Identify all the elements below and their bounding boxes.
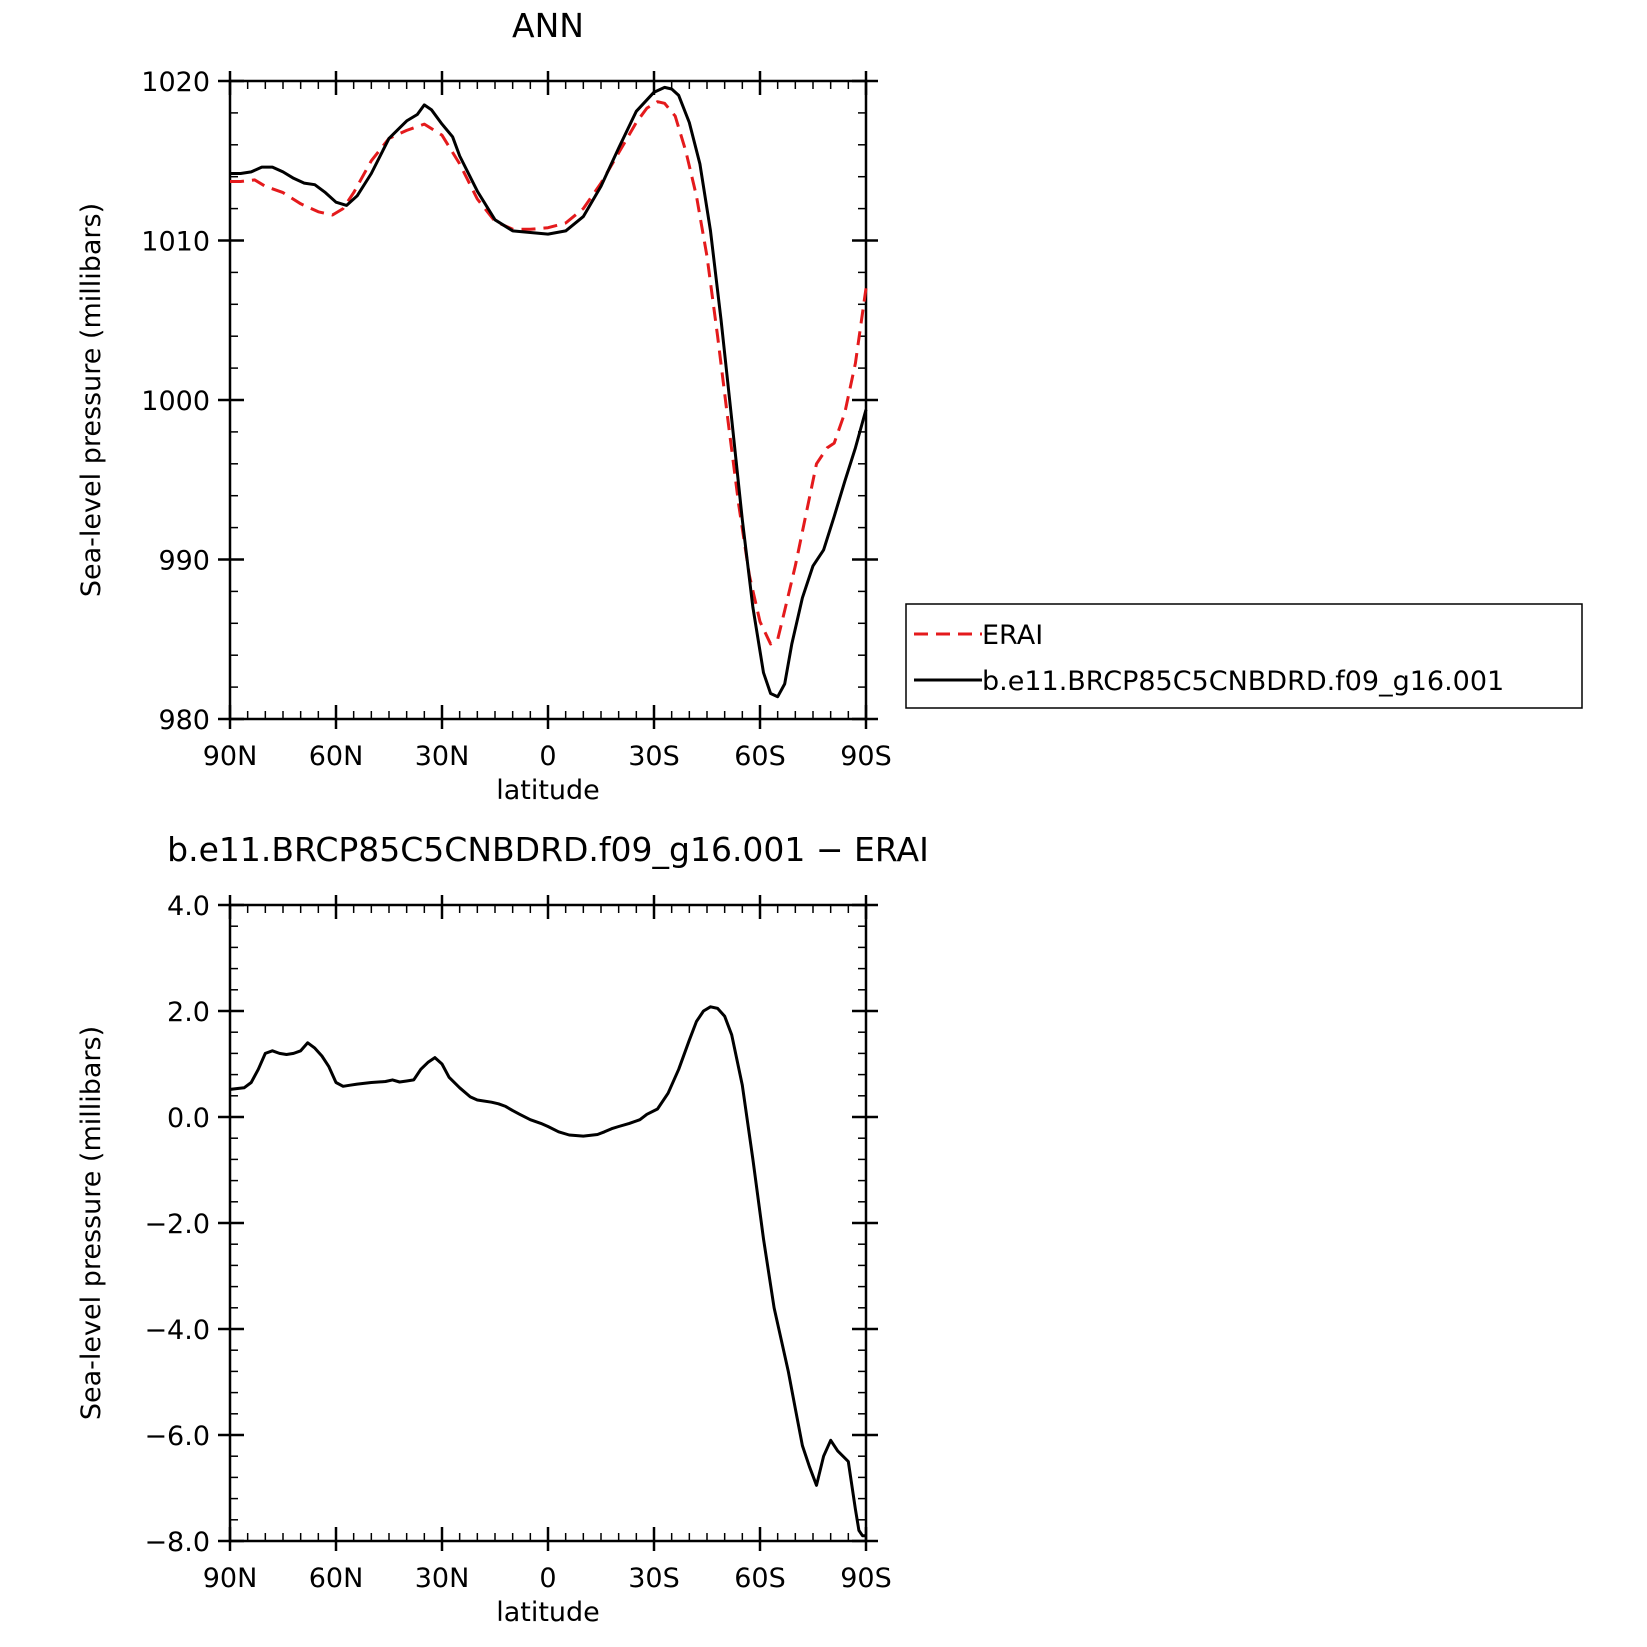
legend-label: ERAI: [982, 620, 1043, 651]
y-tick-label: 1020: [141, 67, 210, 98]
y-tick-label: −2.0: [144, 1209, 210, 1240]
chart-title: ANN: [512, 6, 584, 45]
y-tick-label: 990: [158, 546, 210, 577]
x-axis-label: latitude: [496, 1597, 600, 1628]
y-tick-label: −6.0: [144, 1421, 210, 1452]
y-tick-label: 980: [158, 705, 210, 736]
y-tick-label: 4.0: [167, 891, 210, 922]
series-line: [230, 85, 868, 699]
x-tick-label: 0: [539, 741, 556, 772]
x-tick-label: 90S: [840, 1563, 892, 1594]
x-tick-label: 0: [539, 1563, 556, 1594]
y-tick-label: −4.0: [144, 1315, 210, 1346]
plot-frame: [228, 903, 868, 1543]
y-axis-label: Sea-level pressure (millibars): [76, 203, 107, 597]
x-tick-label: 30S: [628, 741, 680, 772]
x-tick-label: 30N: [415, 1563, 470, 1594]
y-axis-label: Sea-level pressure (millibars): [76, 1026, 107, 1420]
x-tick-label: 90N: [203, 1563, 258, 1594]
x-tick-label: 60N: [309, 741, 364, 772]
y-tick-label: 2.0: [167, 997, 210, 1028]
x-tick-label: 30N: [415, 741, 470, 772]
x-tick-label: 90N: [203, 741, 258, 772]
bottom-panel: 90N 60N 30N 0 30S 60S 90S −8.0 −6.0 −4.0 −2.0 0.0 2.…: [76, 830, 929, 1628]
y-tick-label: −8.0: [144, 1527, 210, 1558]
top-panel: 90N 60N 30N 0 30S 60S 90S 980 990 1000 1010 1020 ANN…: [76, 6, 892, 806]
legend: ERAI b.e11.BRCP85C5CNBDRD.f09_g16.001: [905, 603, 1583, 709]
x-tick-label: 30S: [628, 1563, 680, 1594]
y-tick-label: 1000: [141, 386, 210, 417]
y-tick-label: 1010: [141, 227, 210, 258]
x-axis-label: latitude: [496, 775, 600, 806]
chart-title: b.e11.BRCP85C5CNBDRD.f09_g16.001 − ERAI: [167, 830, 929, 869]
series-line: [230, 100, 868, 646]
x-tick-label: 60S: [734, 741, 786, 772]
legend-label: b.e11.BRCP85C5CNBDRD.f09_g16.001: [982, 666, 1504, 697]
x-tick-label: 60S: [734, 1563, 786, 1594]
y-tick-label: 0.0: [167, 1103, 210, 1134]
x-tick-label: 90S: [840, 741, 892, 772]
series-line: [229, 1005, 866, 1538]
legend-box: [905, 603, 1583, 709]
plot-frame: [228, 79, 868, 721]
x-tick-label: 60N: [309, 1563, 364, 1594]
